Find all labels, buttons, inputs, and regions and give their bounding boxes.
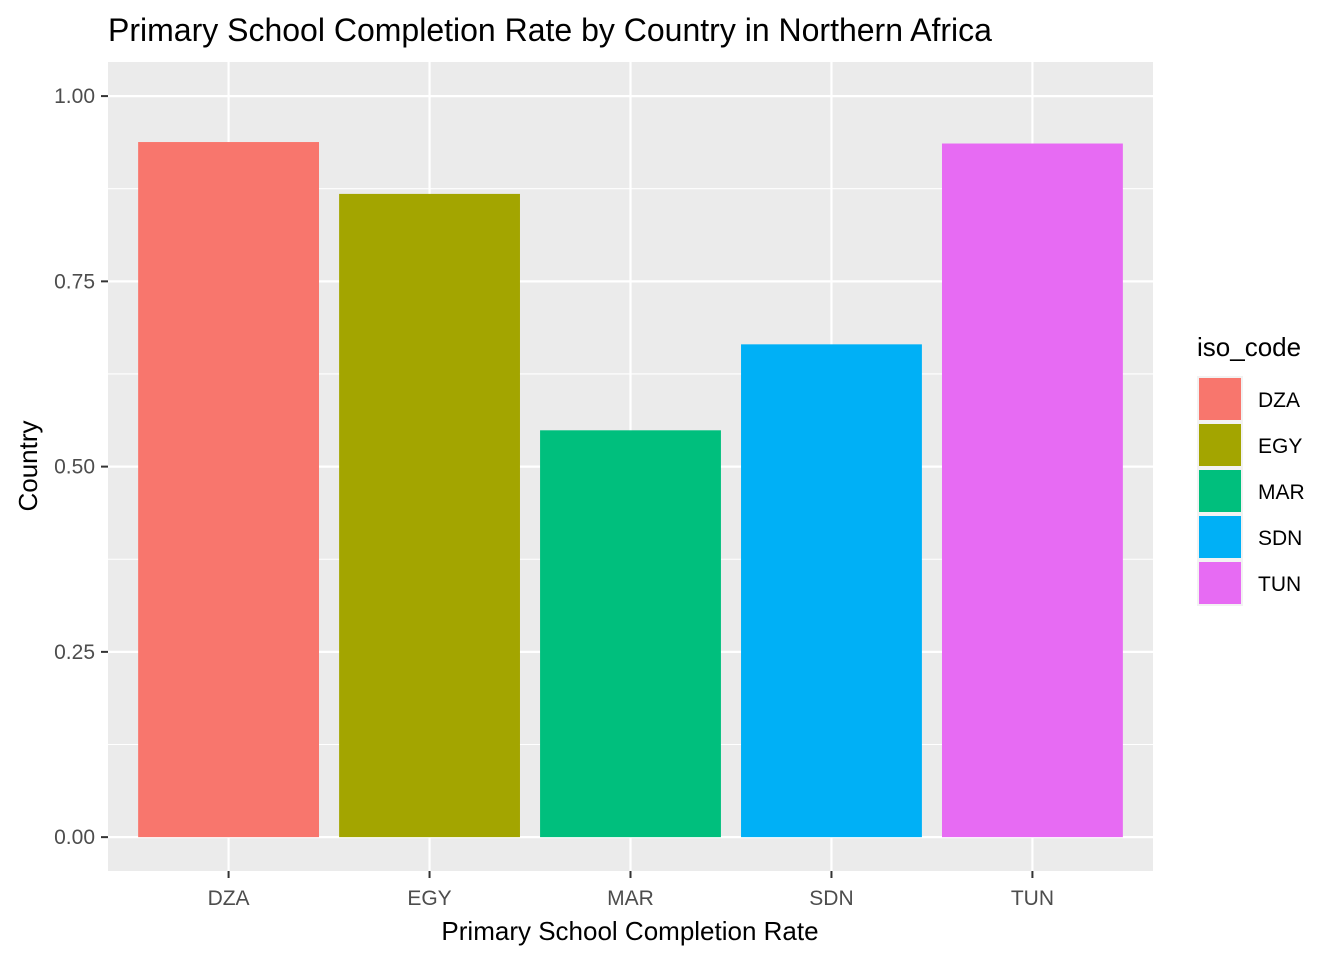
- y-axis-title: Country: [13, 420, 43, 511]
- x-tick-label: TUN: [1011, 887, 1054, 910]
- chart-title: Primary School Completion Rate by Countr…: [108, 12, 992, 48]
- legend-label-dza: DZA: [1258, 389, 1300, 412]
- y-tick-label: 0.50: [54, 456, 95, 479]
- axis-ticks: 0.00 0.25 0.50 0.75 1.00 DZA EGY MAR SDN TUN: [54, 85, 1054, 910]
- legend-title: iso_code: [1197, 332, 1301, 362]
- x-tick-label: SDN: [809, 887, 853, 910]
- bar-mar: [540, 430, 721, 838]
- legend-swatch-egy: [1199, 424, 1241, 466]
- y-tick-label: 1.00: [54, 85, 95, 108]
- legend-swatch-dza: [1199, 378, 1241, 420]
- legend-swatch-tun: [1199, 562, 1241, 604]
- legend: iso_code DZA EGY MAR SDN TUN: [1197, 332, 1305, 606]
- y-tick-label: 0.25: [54, 641, 95, 664]
- legend-label-sdn: SDN: [1258, 527, 1302, 550]
- x-axis-title: Primary School Completion Rate: [441, 916, 818, 946]
- legend-label-tun: TUN: [1258, 573, 1301, 596]
- bars: [138, 142, 1123, 838]
- x-tick-label: DZA: [208, 887, 250, 910]
- bar-dza: [138, 142, 320, 838]
- legend-swatch-mar: [1199, 470, 1241, 512]
- bar-sdn: [741, 344, 922, 838]
- legend-label-egy: EGY: [1258, 435, 1302, 458]
- x-tick-label: MAR: [607, 887, 654, 910]
- legend-swatch-sdn: [1199, 516, 1241, 558]
- y-tick-label: 0.75: [54, 270, 95, 293]
- legend-label-mar: MAR: [1258, 481, 1305, 504]
- bar-egy: [339, 193, 520, 838]
- y-tick-label: 0.00: [54, 826, 95, 849]
- x-tick-label: EGY: [407, 887, 451, 910]
- bar-tun: [941, 143, 1123, 838]
